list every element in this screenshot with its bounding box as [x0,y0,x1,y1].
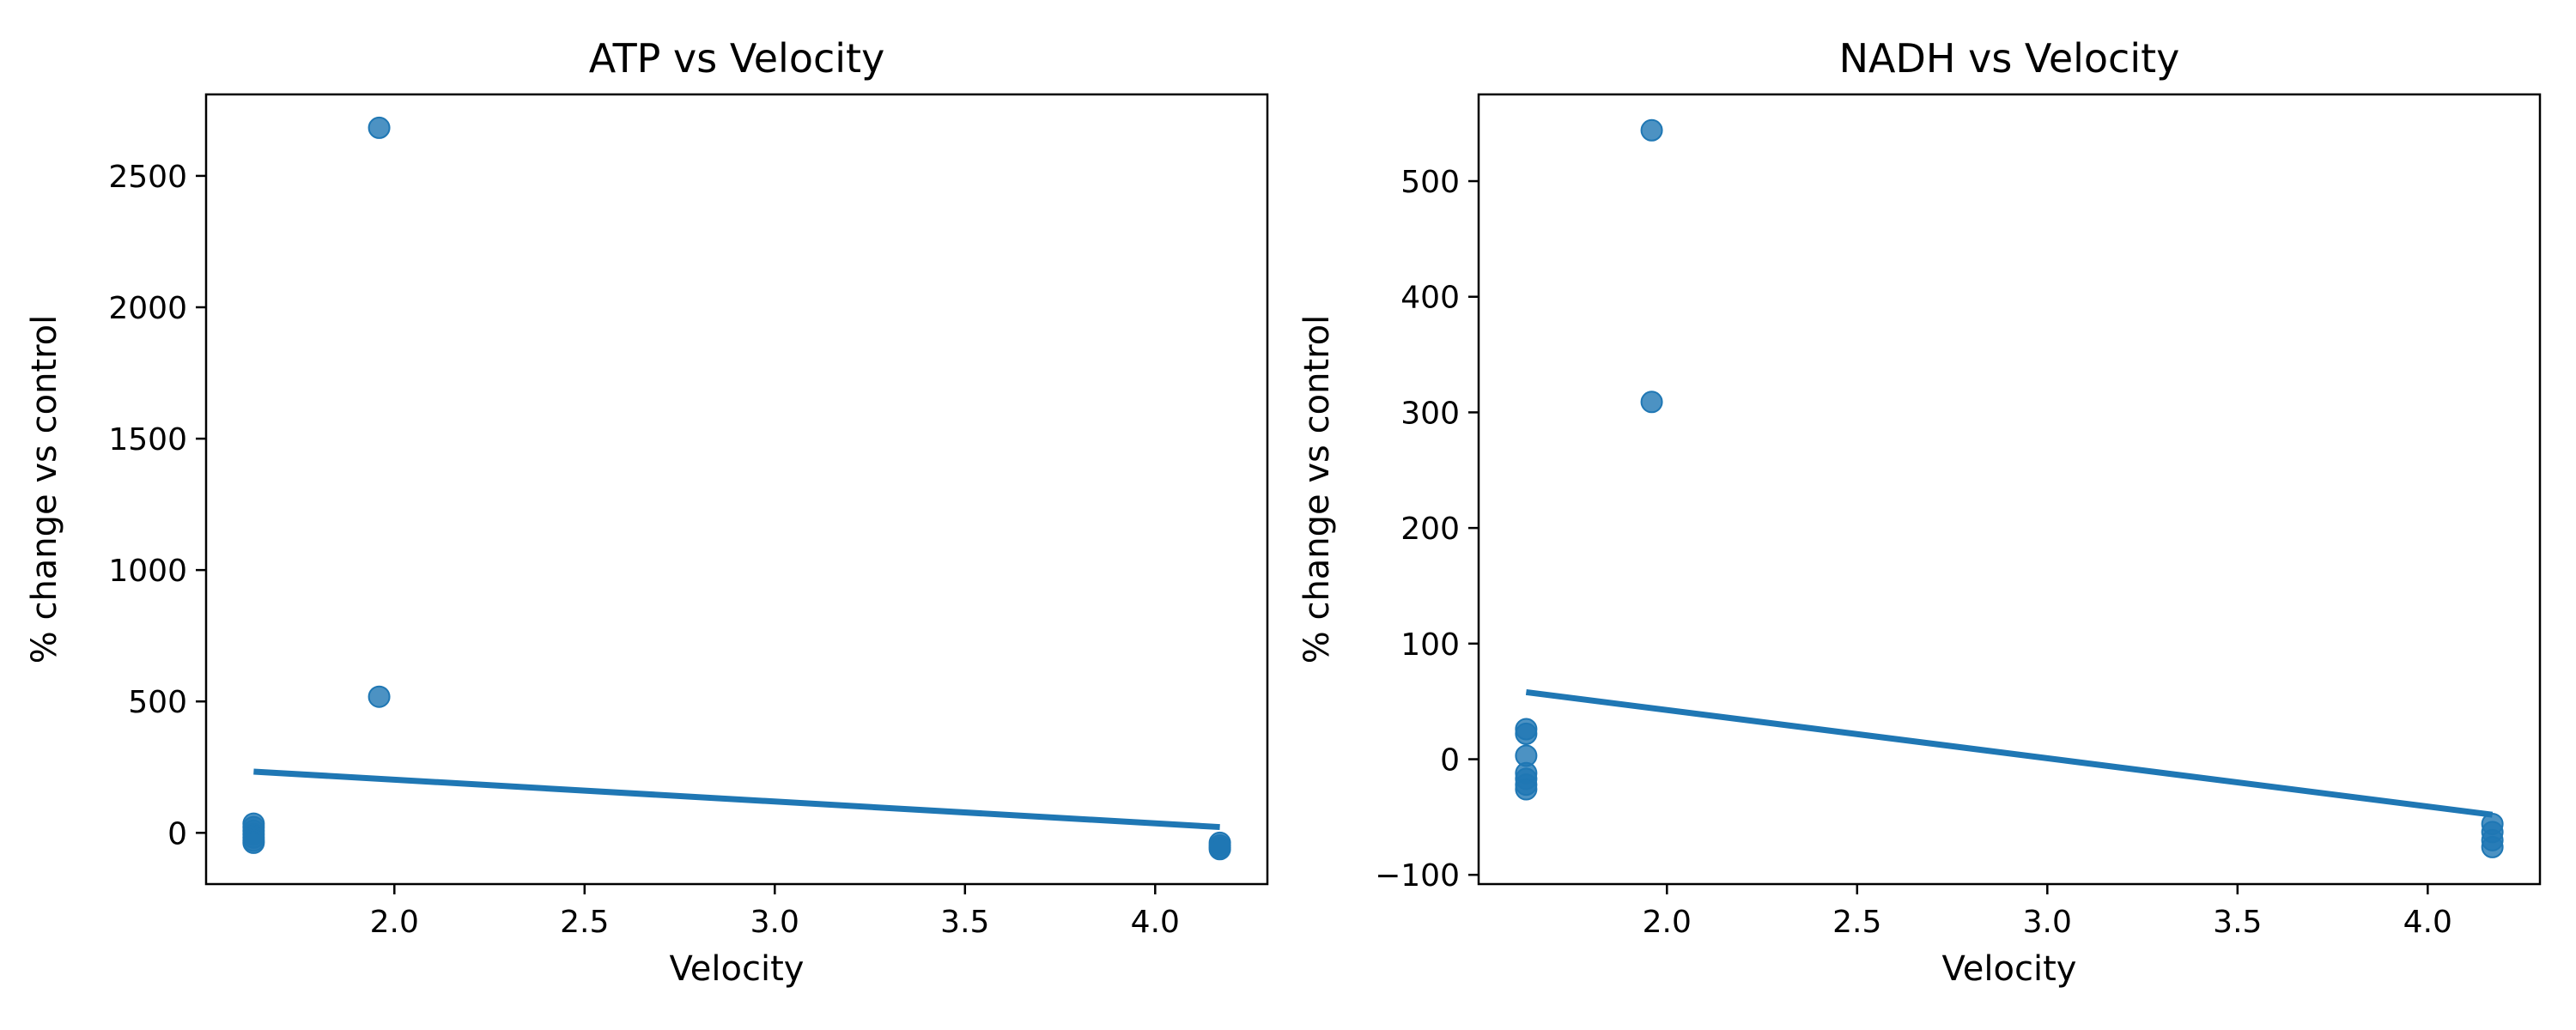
atp-plot-frame [204,93,1269,886]
nadh-y-tick-label: 100 [1400,627,1460,663]
atp-y-tick-label: 0 [167,816,187,851]
nadh-x-tick-label: 3.0 [2023,905,2072,940]
nadh-plot-frame [1477,93,2542,886]
nadh-fit-line [1525,688,2494,818]
nadh-y-tick-label: 500 [1400,165,1460,200]
atp-data-point [1208,838,1231,861]
nadh-data-point [1515,722,1538,745]
atp-y-tick-label: 500 [128,685,187,720]
nadh-data-point [1640,391,1663,414]
nadh-x-tick-label: 2.0 [1643,905,1692,940]
nadh-y-tick-label: 200 [1400,512,1460,547]
nadh-y-tick-label: 300 [1400,396,1460,431]
nadh-data-point [1640,118,1663,142]
nadh-y-tick-label: 400 [1400,281,1460,316]
nadh-panel: NADH vs Velocity 2.0 2.5 3.0 3.5 4.0 −100 0 100 2… [1297,35,2542,989]
nadh-y-axis-label: % change vs control [1297,315,1337,664]
nadh-y-tick-label: −100 [1375,858,1460,894]
atp-x-axis-label: Velocity [670,949,805,989]
atp-x-tick-label: 4.0 [1131,905,1180,940]
atp-x-tick-label: 2.0 [370,905,419,940]
atp-data-point [368,685,391,708]
nadh-y-tick-label: 0 [1440,743,1460,779]
nadh-x-tick-label: 2.5 [1832,905,1881,940]
atp-panel: ATP vs Velocity 2.0 2.5 3.0 3.5 4.0 0 500 1000 15… [25,35,1269,989]
nadh-x-tick-label: 3.5 [2213,905,2262,940]
nadh-data-point [1515,778,1538,801]
atp-chart-title: ATP vs Velocity [589,35,885,82]
atp-y-tick-label: 2500 [108,160,187,195]
nadh-data-point [2481,835,2504,858]
atp-data-point [368,116,391,139]
atp-fit-line [253,768,1220,831]
nadh-x-axis-label: Velocity [1942,949,2077,989]
atp-y-tick-label: 1500 [108,422,187,457]
atp-x-tick-label: 3.5 [940,905,989,940]
atp-x-tick-label: 3.0 [750,905,799,940]
atp-y-tick-label: 2000 [108,291,187,326]
nadh-x-tick-label: 4.0 [2403,905,2452,940]
atp-x-tick-label: 2.5 [560,905,609,940]
atp-y-axis-label: % change vs control [25,315,64,664]
atp-y-tick-label: 1000 [108,554,187,589]
atp-data-point [242,831,265,854]
nadh-chart-title: NADH vs Velocity [1839,35,2180,82]
